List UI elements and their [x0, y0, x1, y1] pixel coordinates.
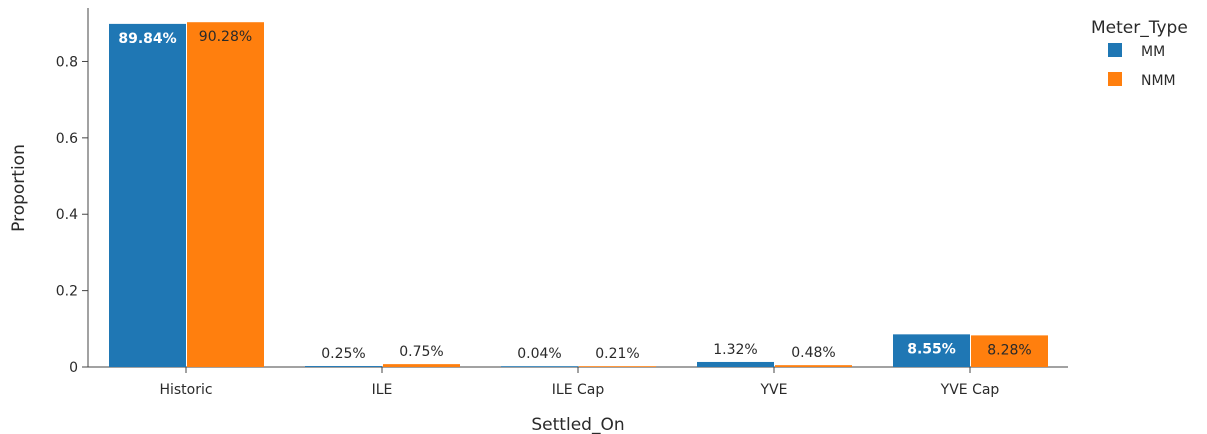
x-tick-label: YVE Cap — [940, 382, 1000, 398]
legend-swatch-nmm — [1108, 72, 1122, 86]
y-axis-title: Proportion — [9, 144, 29, 232]
bar-label: 0.04% — [517, 346, 561, 362]
bar-label: 1.32% — [713, 342, 757, 358]
bar-label: 8.55% — [907, 341, 956, 357]
bars — [109, 22, 1048, 367]
y-tick-label: 0.8 — [56, 54, 78, 70]
legend-swatch-mm — [1108, 43, 1122, 57]
x-axis-title: Settled_On — [531, 415, 624, 434]
bar-label: 0.21% — [595, 346, 639, 362]
y-tick-label: 0.6 — [56, 131, 78, 147]
bar-label: 90.28% — [199, 29, 252, 45]
legend-label-nmm: NMM — [1141, 73, 1176, 89]
bar-nmm[interactable] — [187, 22, 264, 367]
y-tick-label: 0.2 — [56, 284, 78, 300]
axes: 0 0.2 0.4 0.6 0.8 Historic ILE ILE Cap YVE YVE Ca… — [56, 8, 1068, 398]
y-tick-label: 0.4 — [56, 207, 78, 223]
legend-item-mm[interactable]: MM — [1108, 43, 1165, 60]
x-tick-label: YVE — [760, 382, 788, 398]
x-tick-label: ILE Cap — [552, 382, 605, 398]
bar-mm[interactable] — [697, 361, 774, 367]
bar-label: 0.48% — [791, 345, 835, 361]
bar-label: 8.28% — [987, 342, 1031, 358]
bar-nmm[interactable] — [579, 366, 656, 367]
legend-item-nmm[interactable]: NMM — [1108, 72, 1176, 89]
x-tick-label: ILE — [372, 382, 393, 398]
bar-nmm[interactable] — [383, 364, 460, 367]
bar-mm[interactable] — [893, 334, 970, 367]
bar-mm[interactable] — [305, 366, 382, 367]
bar-label: 89.84% — [118, 31, 176, 47]
bar-mm[interactable] — [501, 366, 578, 367]
bar-labels: 89.84% 0.25% 0.04% 1.32% 8.55% 90.28% 0.75% 0.2… — [118, 29, 1031, 362]
x-tick-label: Historic — [159, 382, 212, 398]
bar-label: 0.75% — [399, 344, 443, 360]
bar-mm[interactable] — [109, 23, 186, 367]
bar-nmm[interactable] — [971, 335, 1048, 367]
legend: Meter_Type MM NMM — [1091, 18, 1188, 89]
bar-nmm[interactable] — [775, 365, 852, 367]
y-tick-label: 0 — [69, 360, 78, 376]
bar-label: 0.25% — [321, 346, 365, 362]
legend-label-mm: MM — [1141, 44, 1165, 60]
legend-title: Meter_Type — [1091, 18, 1188, 38]
